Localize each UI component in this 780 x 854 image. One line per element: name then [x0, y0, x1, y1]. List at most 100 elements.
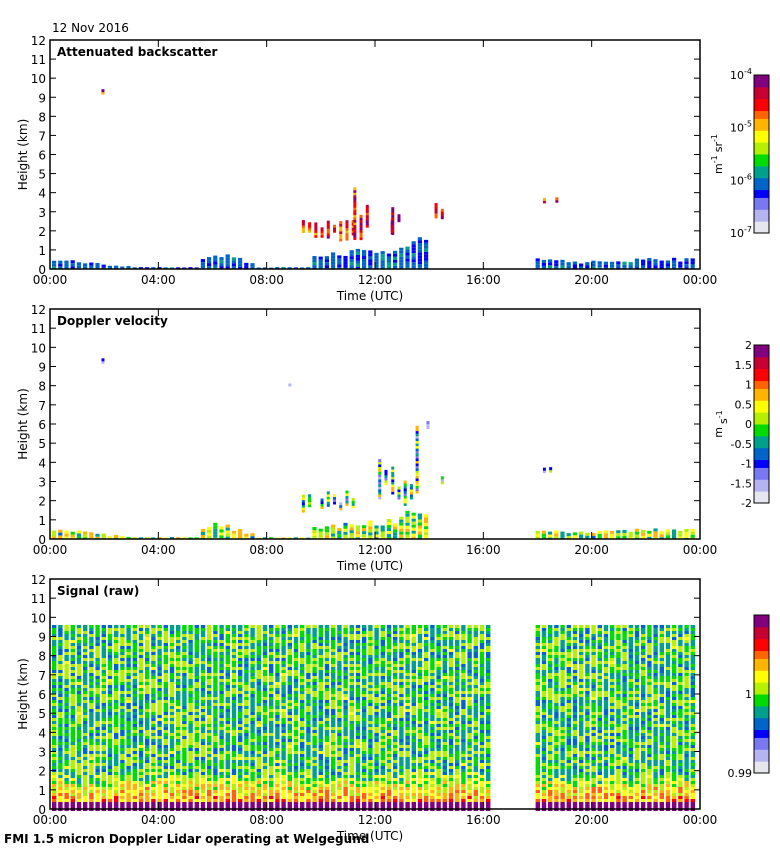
- velocity-cell: [52, 534, 56, 537]
- signal-cell: [164, 694, 168, 697]
- signal-cell: [108, 685, 112, 688]
- signal-cell: [288, 670, 292, 673]
- signal-cell: [157, 649, 161, 652]
- signal-cell: [306, 655, 310, 658]
- signal-cell: [312, 760, 316, 763]
- signal-cell: [393, 688, 397, 691]
- signal-cell: [232, 772, 236, 775]
- signal-cell: [145, 796, 149, 799]
- y-tick-label: 11: [31, 53, 46, 67]
- signal-cell: [108, 757, 112, 760]
- signal-cell: [319, 688, 323, 691]
- signal-cell: [95, 703, 99, 706]
- signal-cell: [139, 805, 143, 808]
- signal-cell: [312, 793, 316, 796]
- colorbar-unit-part: -1: [710, 155, 719, 163]
- signal-cell: [188, 697, 192, 700]
- signal-cell: [139, 727, 143, 730]
- signal-cell: [374, 763, 378, 766]
- signal-cell: [58, 628, 62, 631]
- signal-cell: [399, 625, 403, 628]
- signal-cell: [294, 673, 298, 676]
- signal-cell: [108, 736, 112, 739]
- backscatter-cell: [52, 261, 56, 264]
- signal-cell: [77, 706, 81, 709]
- signal-cell: [71, 724, 75, 727]
- signal-cell: [263, 628, 267, 631]
- signal-cell: [102, 751, 106, 754]
- signal-cell: [356, 640, 360, 643]
- signal-cell: [64, 679, 68, 682]
- signal-cell: [300, 706, 304, 709]
- velocity-cell: [647, 531, 651, 534]
- signal-cell: [319, 652, 323, 655]
- signal-cell: [52, 805, 56, 808]
- signal-cell: [393, 655, 397, 658]
- signal-cell: [102, 745, 106, 748]
- signal-cell: [244, 718, 248, 721]
- signal-cell: [114, 676, 118, 679]
- signal-cell: [71, 760, 75, 763]
- velocity-cell: [424, 520, 428, 523]
- signal-cell: [250, 772, 254, 775]
- signal-cell: [294, 679, 298, 682]
- signal-cell: [102, 694, 106, 697]
- signal-cell: [436, 703, 440, 706]
- signal-cell: [424, 766, 428, 769]
- signal-cell: [201, 751, 205, 754]
- signal-cell: [381, 763, 385, 766]
- signal-cell: [393, 754, 397, 757]
- backscatter-cell: [362, 262, 366, 265]
- signal-cell: [176, 790, 180, 793]
- signal-cell: [89, 754, 93, 757]
- signal-cell: [89, 712, 93, 715]
- signal-cell: [201, 646, 205, 649]
- velocity-cell: [635, 532, 639, 535]
- signal-cell: [343, 667, 347, 670]
- signal-cell: [288, 745, 292, 748]
- signal-cell: [71, 640, 75, 643]
- signal-cell: [226, 652, 230, 655]
- velocity-cell: [554, 530, 558, 533]
- signal-cell: [306, 766, 310, 769]
- signal-cell: [102, 724, 106, 727]
- signal-cell: [164, 706, 168, 709]
- signal-cell: [102, 679, 106, 682]
- signal-cell: [294, 709, 298, 712]
- signal-cell: [436, 757, 440, 760]
- signal-cell: [114, 643, 118, 646]
- backscatter-cell: [548, 259, 552, 262]
- signal-cell: [362, 628, 366, 631]
- signal-cell: [381, 676, 385, 679]
- backscatter-cell: [548, 265, 552, 268]
- signal-cell: [288, 697, 292, 700]
- signal-cell: [319, 670, 323, 673]
- signal-cell: [213, 664, 217, 667]
- velocity-cell: [412, 522, 416, 525]
- signal-cell: [139, 655, 143, 658]
- signal-cell: [64, 766, 68, 769]
- signal-cell: [120, 742, 124, 745]
- signal-cell: [306, 652, 310, 655]
- signal-cell: [263, 700, 267, 703]
- signal-cell: [312, 682, 316, 685]
- signal-cell: [108, 628, 112, 631]
- signal-cell: [83, 697, 87, 700]
- y-tick-label: 6: [38, 149, 46, 163]
- signal-cell: [151, 757, 155, 760]
- signal-cell: [368, 688, 372, 691]
- signal-cell: [77, 772, 81, 775]
- signal-cell: [387, 745, 391, 748]
- signal-cell: [343, 754, 347, 757]
- signal-cell: [157, 703, 161, 706]
- signal-cell: [126, 676, 130, 679]
- signal-cell: [52, 646, 56, 649]
- signal-cell: [275, 730, 279, 733]
- signal-cell: [319, 646, 323, 649]
- signal-cell: [58, 802, 62, 805]
- signal-cell: [381, 634, 385, 637]
- signal-cell: [170, 751, 174, 754]
- signal-cell: [399, 793, 403, 796]
- signal-cell: [108, 679, 112, 682]
- signal-cell: [306, 727, 310, 730]
